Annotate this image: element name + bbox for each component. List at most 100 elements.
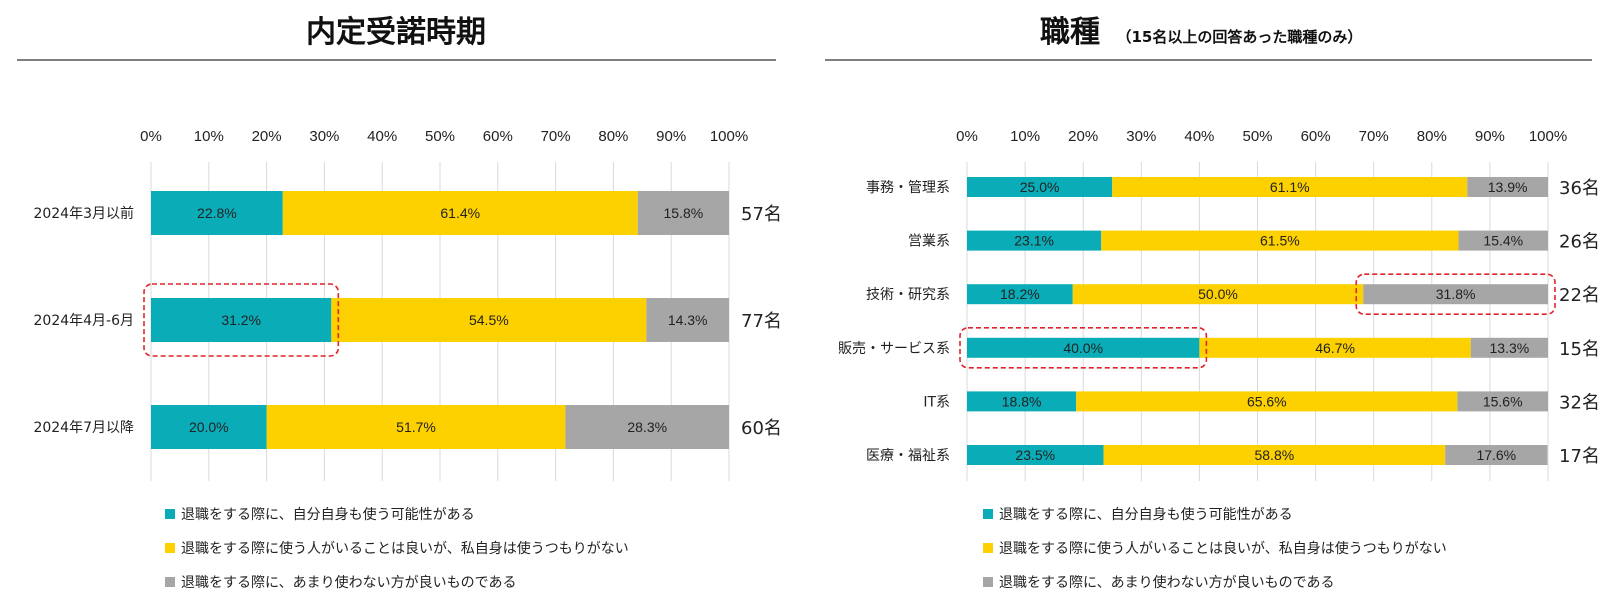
right-chart-title: 職種 （15名以上の回答あった職種のみ） — [1040, 15, 1362, 50]
left-legend-swatch — [165, 543, 175, 553]
right-highlight-box — [959, 326, 1208, 369]
right-data-label: 23.5% — [1015, 447, 1055, 463]
left-data-label: 54.5% — [469, 312, 509, 328]
left-x-tick-label: 100% — [710, 128, 748, 145]
right-count-label: 32名 — [1559, 392, 1600, 413]
right-chart-title-main: 職種 — [1040, 15, 1100, 50]
right-bar-segment — [1445, 445, 1548, 465]
right-data-label: 13.3% — [1490, 340, 1530, 356]
right-x-tick-label: 60% — [1301, 128, 1331, 145]
right-bar-segment — [1112, 177, 1468, 197]
right-data-label: 18.2% — [1000, 286, 1040, 302]
right-bar-segment — [1101, 230, 1459, 251]
right-x-tick-label: 80% — [1417, 128, 1447, 145]
right-x-tick-label: 0% — [956, 128, 978, 145]
right-count-label: 22名 — [1559, 285, 1600, 306]
left-data-label: 28.3% — [627, 419, 667, 435]
right-bar-segment — [967, 230, 1102, 251]
right-x-tick-label: 20% — [1068, 128, 1098, 145]
right-bar-segment — [1470, 337, 1548, 358]
right-bar-segment — [1076, 391, 1458, 412]
right-bar-segment — [1199, 337, 1471, 358]
right-data-label: 61.1% — [1270, 179, 1310, 195]
right-data-label: 13.9% — [1488, 179, 1528, 195]
left-category-label: 2024年7月以降 — [33, 420, 134, 436]
right-count-label: 17名 — [1559, 446, 1600, 467]
right-data-label: 18.8% — [1002, 393, 1042, 409]
right-data-label: 46.7% — [1315, 340, 1355, 356]
right-data-label: 61.5% — [1260, 233, 1300, 249]
left-data-label: 31.2% — [221, 312, 261, 328]
right-data-label: 50.0% — [1198, 286, 1238, 302]
left-chart-title: 内定受諾時期 — [306, 15, 486, 50]
right-legend-swatch — [983, 509, 993, 519]
left-x-tick-label: 40% — [367, 128, 397, 145]
right-x-tick-label: 40% — [1184, 128, 1214, 145]
right-bar-segment — [1467, 177, 1548, 197]
right-bar-segment — [1458, 230, 1548, 251]
left-highlight-box — [143, 283, 340, 357]
right-data-label: 65.6% — [1247, 393, 1287, 409]
right-bar-segment — [967, 445, 1104, 465]
right-x-tick-label: 10% — [1010, 128, 1040, 145]
left-bar-segment — [637, 191, 729, 235]
right-data-label: 31.8% — [1436, 286, 1476, 302]
right-data-label: 15.4% — [1483, 233, 1523, 249]
right-count-label: 26名 — [1559, 232, 1600, 253]
left-legend-swatch — [165, 577, 175, 587]
left-x-tick-label: 80% — [598, 128, 628, 145]
left-bar-segment — [151, 298, 332, 342]
left-legend-label: 退職をする際に使う人がいることは良いが、私自身は使うつもりがない — [181, 540, 629, 557]
right-count-label: 36名 — [1559, 178, 1600, 199]
left-legend-swatch — [165, 509, 175, 519]
right-data-label: 17.6% — [1476, 447, 1516, 463]
right-data-label: 40.0% — [1063, 340, 1103, 356]
right-x-tick-label: 100% — [1529, 128, 1567, 145]
left-count-label: 77名 — [741, 311, 782, 332]
left-bar-segment — [331, 298, 647, 342]
right-bar-segment — [1457, 391, 1548, 412]
right-highlight-box — [1355, 273, 1556, 316]
right-category-label: 医療・福祉系 — [866, 447, 950, 464]
left-count-label: 57名 — [741, 204, 782, 225]
left-x-tick-label: 90% — [656, 128, 686, 145]
right-legend-label: 退職をする際に、あまり使わない方が良いものである — [999, 574, 1334, 591]
right-legend-label: 退職をする際に使う人がいることは良いが、私自身は使うつもりがない — [999, 540, 1447, 557]
left-category-label: 2024年4月-6月 — [34, 313, 135, 329]
right-bar-segment — [967, 284, 1073, 305]
left-category-label: 2024年3月以前 — [33, 205, 134, 222]
right-legend-swatch — [983, 543, 993, 553]
left-data-label: 51.7% — [396, 419, 436, 435]
left-bar-segment — [282, 191, 638, 235]
left-data-label: 14.3% — [668, 312, 708, 328]
left-x-tick-label: 30% — [309, 128, 339, 145]
right-bar-segment — [967, 391, 1077, 412]
right-bar-chart: 0% 10% 20% 30% 40% 50% 60% 70% 80% 90% 100% 事務・管理系 2… — [838, 128, 1600, 591]
left-x-tick-label: 0% — [140, 128, 162, 145]
right-data-label: 25.0% — [1020, 179, 1060, 195]
right-x-tick-label: 70% — [1359, 128, 1389, 145]
left-data-label: 20.0% — [189, 419, 229, 435]
right-category-label: 販売・サービス系 — [838, 341, 950, 357]
right-data-label: 15.6% — [1483, 393, 1523, 409]
left-data-label: 61.4% — [440, 205, 480, 221]
left-x-tick-label: 70% — [541, 128, 571, 145]
left-data-label: 22.8% — [197, 205, 237, 221]
left-bar-segment — [266, 405, 566, 449]
right-count-label: 15名 — [1559, 339, 1600, 360]
right-data-label: 58.8% — [1254, 447, 1294, 463]
left-bar-segment — [151, 405, 267, 449]
right-data-label: 23.1% — [1014, 233, 1054, 249]
right-x-tick-label: 50% — [1242, 128, 1272, 145]
right-legend-label: 退職をする際に、自分自身も使う可能性がある — [999, 506, 1293, 523]
left-legend-label: 退職をする際に、あまり使わない方が良いものである — [181, 574, 516, 591]
left-x-tick-label: 20% — [252, 128, 282, 145]
right-x-tick-label: 90% — [1475, 128, 1505, 145]
left-x-tick-label: 50% — [425, 128, 455, 145]
right-bar-segment — [967, 177, 1113, 197]
right-category-label: IT系 — [923, 394, 950, 410]
right-bar-segment — [1072, 284, 1364, 305]
left-legend-label: 退職をする際に、自分自身も使う可能性がある — [181, 506, 475, 523]
right-bar-segment — [967, 337, 1200, 358]
